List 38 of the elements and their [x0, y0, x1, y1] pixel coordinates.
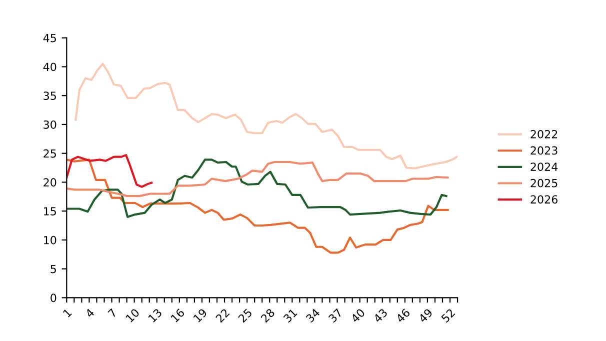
y-tick-label: 30	[44, 120, 56, 129]
legend-label: 2024	[530, 162, 558, 171]
x-tick-label: 4	[84, 308, 95, 318]
y-tick-label: 10	[44, 236, 56, 244]
line-series	[74, 62, 458, 170]
x-tick-label: 31	[282, 308, 298, 323]
legend-label: 2025	[530, 178, 558, 188]
x-tick-label: 28	[260, 308, 276, 323]
x-tick-label: 43	[372, 308, 388, 324]
x-tick-label: 13	[148, 308, 162, 323]
x-tick-label: 7	[108, 308, 118, 318]
x-tick-label: 16	[170, 308, 185, 323]
x-tick-label: 22	[215, 308, 230, 323]
legend-label: 2022	[530, 130, 558, 138]
x-tick-label: 40	[350, 308, 366, 324]
y-tick-label: 35	[44, 92, 56, 100]
line-series	[66, 158, 449, 254]
y-tick-label: 40	[43, 62, 56, 72]
line-series	[66, 158, 448, 218]
legend-label: 2023	[530, 146, 558, 155]
y-tick-label: 15	[44, 207, 56, 216]
x-tick-label: 34	[305, 308, 320, 323]
y-tick-label: 5	[50, 264, 56, 274]
x-tick-label: 49	[418, 308, 433, 324]
x-tick-label: 1	[62, 308, 72, 318]
y-tick-label: 45	[43, 34, 56, 42]
legend-label: 2026	[530, 195, 558, 204]
x-tick-label: 10	[125, 308, 140, 323]
x-tick-label: 46	[395, 308, 410, 324]
x-tick-label: 37	[328, 308, 343, 323]
x-tick-label: 25	[238, 308, 252, 323]
x-tick-label: 52	[440, 308, 456, 323]
line-series	[66, 160, 449, 198]
y-tick-label: 0	[50, 294, 56, 302]
x-tick-label: 19	[192, 308, 208, 323]
y-tick-label: 25	[44, 149, 56, 158]
line-series	[66, 154, 153, 188]
y-tick-label: 20	[44, 178, 56, 187]
